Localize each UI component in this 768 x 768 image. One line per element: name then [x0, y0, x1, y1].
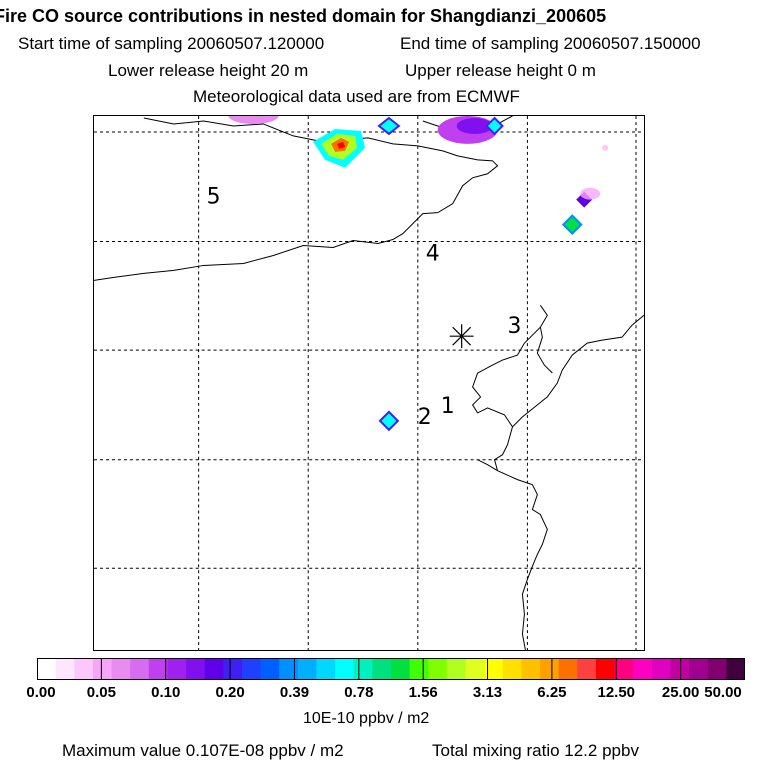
fire-source-peak: [337, 141, 346, 149]
color-bar-segment: [186, 658, 206, 680]
fire-plume-north-core: [456, 117, 493, 134]
color-bar-segment: [279, 658, 299, 680]
color-bar-segment: [689, 658, 709, 680]
color-bar-segment: [540, 658, 560, 680]
color-bar-tick-label: 3.13: [472, 684, 503, 701]
met-data-source: Meteorological data used are from ECMWF: [193, 87, 520, 106]
color-bar-segment: [502, 658, 522, 680]
color-bar-segment: [74, 658, 94, 680]
max-value: Maximum value 0.107E-08 ppbv / m2: [62, 741, 344, 760]
region-label-5: 5: [207, 185, 221, 210]
color-bar-segment: [391, 658, 411, 680]
total-mixing-ratio: Total mixing ratio 12.2 ppbv: [432, 741, 639, 760]
color-bar-tick-label: 0.39: [279, 684, 310, 701]
station-marker: [449, 324, 474, 349]
color-bar-segment: [651, 658, 671, 680]
region-label-2: 2: [418, 405, 432, 430]
color-bar-segment: [521, 658, 541, 680]
start-time: Start time of sampling 20060507.120000: [18, 34, 325, 53]
color-bar-segment: [130, 658, 150, 680]
fire-source-east1: [576, 191, 593, 208]
region-label-1: 1: [441, 394, 455, 419]
color-bar-tick-label: 1.56: [408, 684, 438, 701]
color-bar-segment: [204, 658, 224, 680]
color-bar-segment: [558, 658, 578, 680]
region-label-3: 3: [507, 314, 521, 339]
color-bar-segment: [148, 658, 168, 680]
color-bar-segment: [92, 658, 113, 680]
color-bar-segment: [446, 658, 467, 680]
color-bar-segment: [577, 658, 597, 680]
map-grid: [94, 116, 644, 650]
color-bar-tick-label: 0.20: [215, 684, 245, 701]
color-bar-segment: [297, 658, 317, 680]
end-time: End time of sampling 20060507.150000: [400, 34, 701, 53]
color-bar-tick-label: 6.25: [537, 684, 567, 701]
color-bar-tick-label: 25.00: [661, 684, 700, 701]
fire-source-south: [378, 410, 400, 432]
color-bar-segment: [726, 658, 745, 680]
color-bar-tick-label: 50.00: [704, 684, 742, 701]
color-bar-segment: [353, 658, 373, 680]
chart-title: Fire CO source contributions in nested d…: [0, 6, 607, 26]
boundary-lines: [94, 116, 644, 650]
color-bar-tick-label: 0.10: [151, 684, 181, 701]
fire-source-n: [377, 116, 401, 136]
color-bar-segment: [55, 658, 75, 680]
fire-source-ne: [485, 116, 504, 136]
color-bar-segment: [633, 658, 653, 680]
color-bar-segment: [465, 658, 485, 680]
unit-label: 10E-10 ppbv / m2: [303, 710, 430, 727]
color-bar-segment: [37, 658, 57, 680]
color-bar-segment: [595, 658, 616, 680]
color-bar-segment: [241, 658, 262, 680]
fire-sources: [228, 116, 609, 432]
lower-release-height: Lower release height 20 m: [108, 61, 309, 80]
color-bar-tick-label: 12.50: [597, 684, 636, 701]
upper-release-height: Upper release height 0 m: [405, 61, 596, 80]
color-bar-segment: [316, 658, 336, 680]
color-bar: [37, 658, 745, 680]
color-bar-segment: [428, 658, 448, 680]
color-bar-segment: [614, 658, 634, 680]
color-bar-tick-label: 0.78: [344, 684, 374, 701]
color-bar-segment: [335, 658, 355, 680]
color-bar-segment: [111, 658, 131, 680]
fire-source-east2: [561, 214, 583, 235]
color-bar-tick-label: 0.00: [26, 684, 56, 701]
color-bar-segment: [707, 658, 727, 680]
color-bar-segment: [260, 658, 280, 680]
color-bar-segment: [167, 658, 187, 680]
map-panel: 5 4 3 2 1: [93, 115, 645, 651]
color-bar-segment: [372, 658, 392, 680]
color-bar-segment: [409, 658, 429, 680]
fire-plume-top: [228, 116, 279, 124]
color-bar-segment: [484, 658, 504, 680]
color-bar-segment: [223, 658, 243, 680]
color-bar-tick-label: 0.05: [86, 684, 116, 701]
region-label-4: 4: [426, 241, 440, 266]
color-bar-segment: [670, 658, 690, 680]
